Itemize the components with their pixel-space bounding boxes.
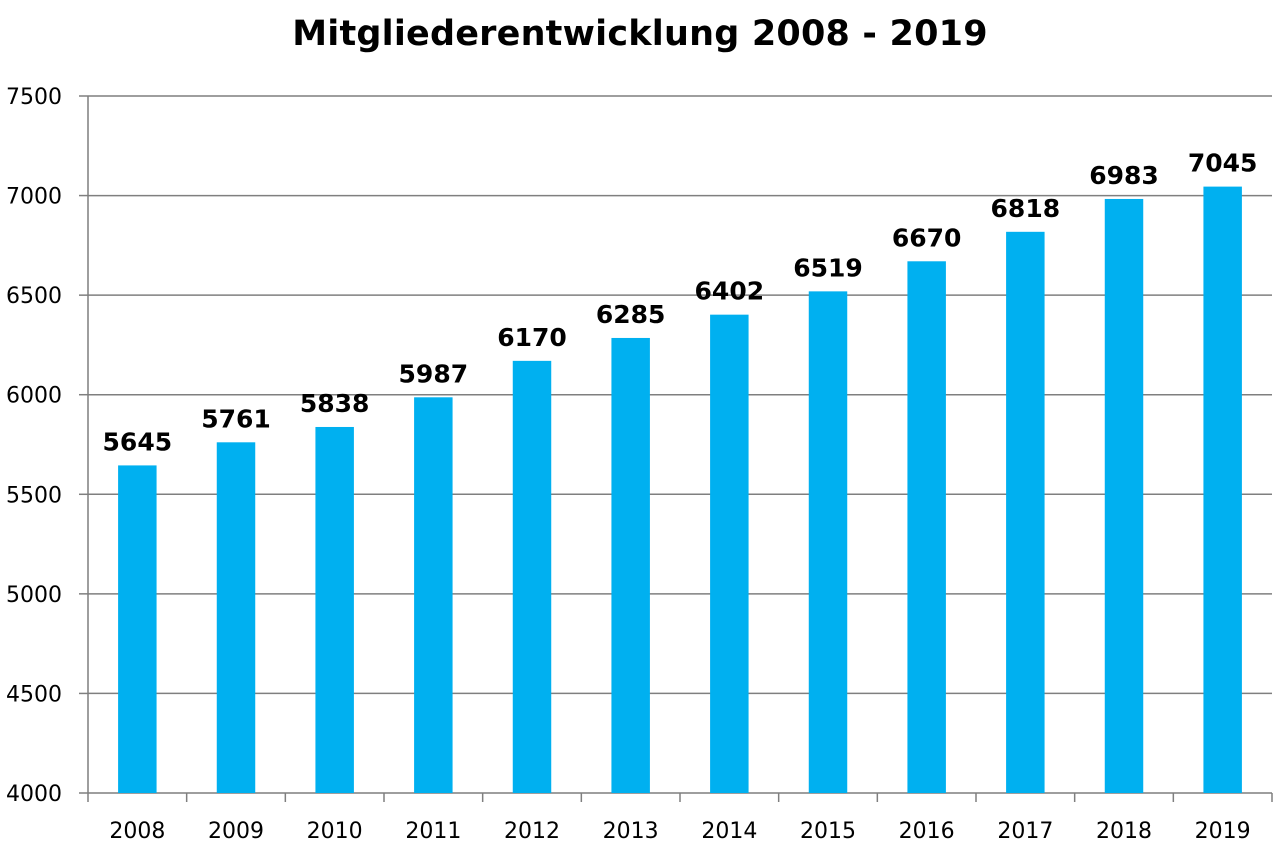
bar-2009 — [216, 442, 256, 793]
x-tick-label-2009: 2009 — [208, 819, 264, 844]
data-label-2019: 7045 — [1188, 149, 1258, 178]
bar-2008 — [118, 465, 157, 793]
data-labels: 5645 5761 5838 5987 6170 6285 6402 6519 6670 6818… — [103, 149, 1258, 457]
bar-2013 — [611, 337, 650, 793]
data-label-2015: 6519 — [793, 253, 863, 282]
x-tick-label-2011: 2011 — [405, 819, 461, 844]
x-tick-label-2013: 2013 — [603, 819, 659, 844]
x-tick-label-2012: 2012 — [504, 819, 560, 844]
y-tick-label: 4500 — [6, 682, 62, 707]
x-tick-label-2016: 2016 — [899, 819, 955, 844]
data-label-2018: 6983 — [1089, 161, 1159, 190]
bar-2012 — [512, 360, 552, 793]
y-tick-label: 6000 — [6, 384, 62, 409]
data-label-2008: 5645 — [103, 427, 173, 456]
y-tick-label: 6500 — [6, 284, 62, 309]
bar-2017 — [1006, 231, 1045, 793]
data-label-2013: 6285 — [596, 300, 666, 329]
bar-2016 — [907, 261, 946, 793]
data-label-2010: 5838 — [300, 389, 370, 418]
data-label-2011: 5987 — [399, 359, 469, 388]
x-tick-label-2014: 2014 — [701, 819, 757, 844]
x-tick-label-2010: 2010 — [307, 819, 363, 844]
bar-2011 — [414, 397, 453, 793]
y-tick-label: 4000 — [6, 782, 62, 807]
bar-2019 — [1203, 186, 1242, 794]
data-label-2017: 6818 — [991, 194, 1061, 223]
x-tick-label-2019: 2019 — [1195, 819, 1251, 844]
x-tick-label-2018: 2018 — [1096, 819, 1152, 844]
data-label-2009: 5761 — [201, 404, 271, 433]
y-tick-label: 7000 — [6, 185, 62, 210]
bar-2014 — [710, 314, 749, 793]
x-tick-label-2015: 2015 — [800, 819, 856, 844]
data-label-2014: 6402 — [695, 277, 765, 306]
y-tick-label: 5000 — [6, 583, 62, 608]
x-tick-label-2017: 2017 — [997, 819, 1053, 844]
axes: 4000 4500 5000 5500 6000 6500 7000 7500 2008 2009… — [6, 85, 1273, 844]
bar-2015 — [808, 291, 848, 793]
bars — [118, 186, 1242, 794]
bar-2018 — [1104, 198, 1144, 794]
gridlines — [88, 95, 1272, 695]
data-label-2016: 6670 — [892, 223, 962, 252]
x-tick-label-2008: 2008 — [109, 819, 165, 844]
chart-title: Mitgliederentwicklung 2008 - 2019 — [292, 14, 988, 54]
y-tick-label: 7500 — [6, 85, 62, 110]
data-label-2012: 6170 — [497, 323, 567, 352]
bar-2010 — [315, 426, 354, 793]
y-tick-label: 5500 — [6, 483, 62, 508]
